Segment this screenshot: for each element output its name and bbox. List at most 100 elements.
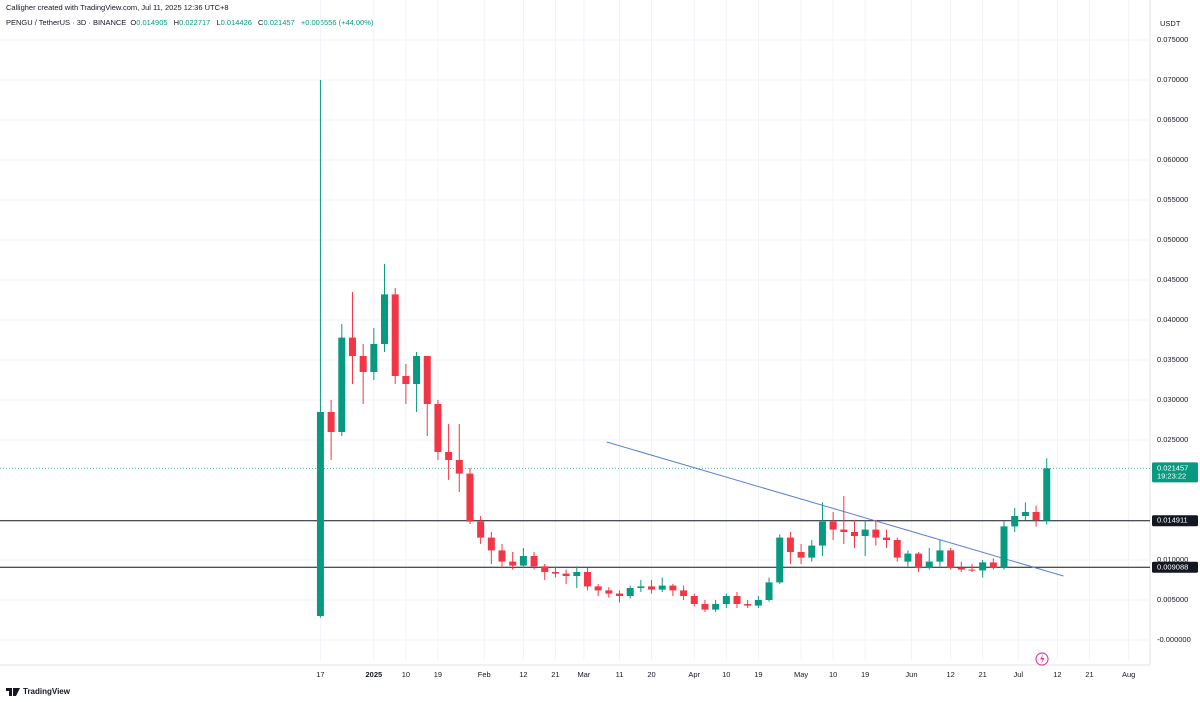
y-tick-label: 0.055000 — [1157, 195, 1188, 204]
plot — [0, 80, 1150, 618]
x-tick-label: 19 — [434, 670, 442, 679]
candle-body — [744, 604, 752, 606]
candle-body — [423, 356, 431, 404]
candle — [680, 585, 688, 600]
candle — [754, 596, 762, 608]
grid — [0, 0, 1150, 660]
candle-body — [722, 596, 730, 604]
brand-logo — [6, 687, 20, 696]
symbol-title: PENGU / TetherUS · 3D · BINANCE — [6, 18, 127, 27]
candle — [327, 400, 335, 460]
high-label: H — [173, 18, 180, 27]
y-tick-label: 0.045000 — [1157, 275, 1188, 284]
candle-body — [690, 596, 698, 604]
change: +0.006556 (+44.00%) — [300, 18, 374, 27]
candle-body — [605, 590, 613, 594]
y-tick-label: 0.025000 — [1157, 435, 1188, 444]
x-tick-label: 21 — [551, 670, 559, 679]
price-line-label: 0.014911 — [1157, 516, 1188, 525]
candle-body — [391, 294, 399, 376]
candle — [616, 590, 624, 603]
candle-body — [989, 562, 997, 568]
x-tick-label: 11 — [616, 670, 624, 679]
candle-body — [381, 294, 389, 344]
y-tick-label: 0.035000 — [1157, 355, 1188, 364]
candle — [861, 520, 869, 556]
candle — [402, 364, 410, 404]
candle — [893, 537, 901, 562]
last-price-label-box — [1152, 462, 1198, 483]
candle-body — [1000, 526, 1008, 568]
candle-body — [808, 545, 816, 558]
x-tick-label: 10 — [402, 670, 410, 679]
x-tick-label: 19 — [754, 670, 762, 679]
x-tick-label: Jun — [905, 670, 917, 679]
candle-body — [754, 600, 762, 606]
candle-body — [818, 521, 826, 546]
candle-body — [594, 586, 602, 591]
candle — [413, 352, 421, 412]
y-tick-label: 0.040000 — [1157, 315, 1188, 324]
candle — [1043, 458, 1051, 525]
candle-body — [925, 561, 933, 568]
candle — [551, 566, 559, 578]
candle — [583, 568, 591, 591]
candle-body — [551, 572, 559, 574]
candle — [648, 580, 656, 594]
candle-body — [413, 356, 421, 384]
x-tick-label: 10 — [829, 670, 837, 679]
x-tick-label: 20 — [647, 670, 655, 679]
icon-ring — [1035, 652, 1049, 666]
candle-body — [466, 473, 474, 522]
candle — [904, 550, 912, 567]
candle-body — [776, 537, 784, 583]
legend: PENGU / TetherUS · 3D · BINANCE O0.01490… — [6, 18, 377, 27]
candle — [637, 580, 645, 592]
candle — [722, 593, 730, 608]
price-line-label-box — [1152, 515, 1198, 527]
candle-body — [530, 556, 538, 567]
candle-body — [893, 540, 901, 558]
candle — [808, 540, 816, 562]
y-unit: USDT — [1160, 19, 1181, 28]
candle — [626, 585, 634, 599]
price-line-label-box — [1152, 561, 1198, 573]
candle — [850, 520, 858, 548]
x-tick-label: 19 — [861, 670, 869, 679]
low-value: 0.014426 — [220, 18, 252, 27]
candle-body — [327, 412, 335, 432]
trendline — [606, 441, 1064, 577]
candle-body — [765, 582, 773, 600]
close-value: 0.021457 — [263, 18, 295, 27]
close-label: C — [258, 18, 264, 27]
candle-body — [359, 356, 367, 372]
candle-body — [786, 537, 794, 552]
candle — [690, 593, 698, 607]
x-tick-label: Apr — [688, 670, 700, 679]
x-tick-label: 21 — [978, 670, 986, 679]
candle — [530, 552, 538, 570]
candle — [979, 560, 987, 578]
replay-icon[interactable] — [1035, 652, 1049, 666]
candle-body — [498, 550, 506, 562]
candle — [712, 600, 720, 612]
candle — [338, 324, 346, 436]
candle — [562, 569, 570, 584]
candle — [669, 584, 677, 596]
candle-body — [541, 566, 549, 572]
candle — [1011, 508, 1019, 532]
candle — [818, 502, 826, 556]
candle — [765, 577, 773, 602]
x-tick-label: 21 — [1085, 670, 1093, 679]
candle-body — [562, 573, 570, 576]
candle-body — [1043, 468, 1051, 521]
candle-body — [701, 604, 709, 610]
candle-body — [487, 537, 495, 551]
x-tick-label: Mar — [577, 670, 590, 679]
candle — [786, 532, 794, 564]
axes: 0.075000 0.070000 0.065000 0.060000 0.055000… — [316, 35, 1198, 679]
candle — [594, 584, 602, 596]
candle-body — [338, 337, 346, 432]
candle — [316, 80, 324, 618]
